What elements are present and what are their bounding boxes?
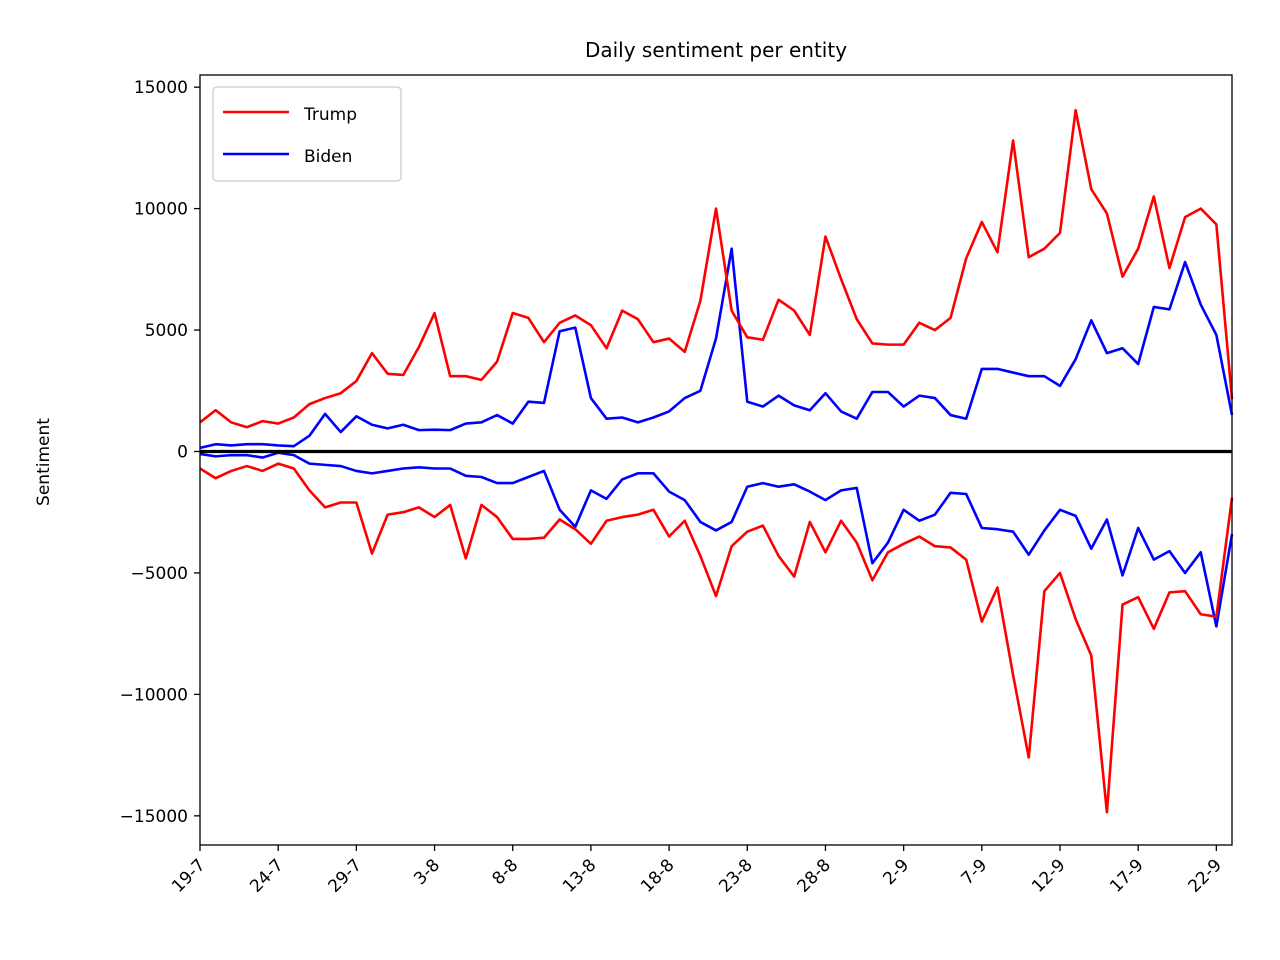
y-ticks: −15000 −10000 −5000 0 5000 10000 15000: [120, 78, 200, 827]
series-line-biden-negative: [199, 451, 1234, 628]
y-tick-label: 10000: [134, 200, 188, 220]
x-tick-label: 22-9: [1184, 855, 1225, 896]
x-tick-label: 8-8: [488, 855, 522, 889]
x-tick-label: 24-7: [246, 855, 287, 896]
y-tick-label: 5000: [145, 321, 188, 341]
y-tick-label: 15000: [134, 78, 188, 98]
x-tick-label: 23-8: [715, 855, 756, 896]
chart-title: Daily sentiment per entity: [585, 38, 847, 62]
series-line-biden: [199, 247, 1234, 450]
y-tick-label: 0: [177, 442, 188, 462]
legend-label-trump: Trump: [303, 105, 357, 125]
y-axis-label: Sentiment: [34, 418, 54, 506]
x-ticks: 19-7 24-7 29-7 3-8 8-8 13-8 18-8 23-8 28-8 2-9 7-9…: [168, 845, 1226, 897]
x-tick-label: 2-9: [879, 855, 913, 889]
x-tick-label: 17-9: [1106, 855, 1147, 896]
series-line-trump-negative: [199, 462, 1234, 814]
x-tick-label: 7-9: [958, 855, 992, 889]
y-tick-label: −15000: [120, 807, 188, 827]
series-layer: [199, 108, 1234, 814]
x-tick-label: 19-7: [168, 855, 209, 896]
x-tick-label: 3-8: [410, 855, 444, 889]
x-tick-label: 18-8: [637, 855, 678, 896]
legend-label-biden: Biden: [304, 147, 352, 167]
x-tick-label: 13-8: [559, 855, 600, 896]
y-tick-label: −10000: [120, 685, 188, 705]
x-tick-label: 29-7: [324, 855, 365, 896]
legend-box: [212, 86, 402, 182]
legend: Trump Biden: [212, 86, 402, 182]
y-tick-label: −5000: [130, 564, 188, 584]
axis-frame: [199, 74, 1233, 846]
x-tick-label: 28-8: [794, 855, 835, 896]
plot-frame: [199, 74, 1233, 846]
series-line-trump: [199, 108, 1234, 429]
x-tick-label: 12-9: [1028, 855, 1069, 896]
